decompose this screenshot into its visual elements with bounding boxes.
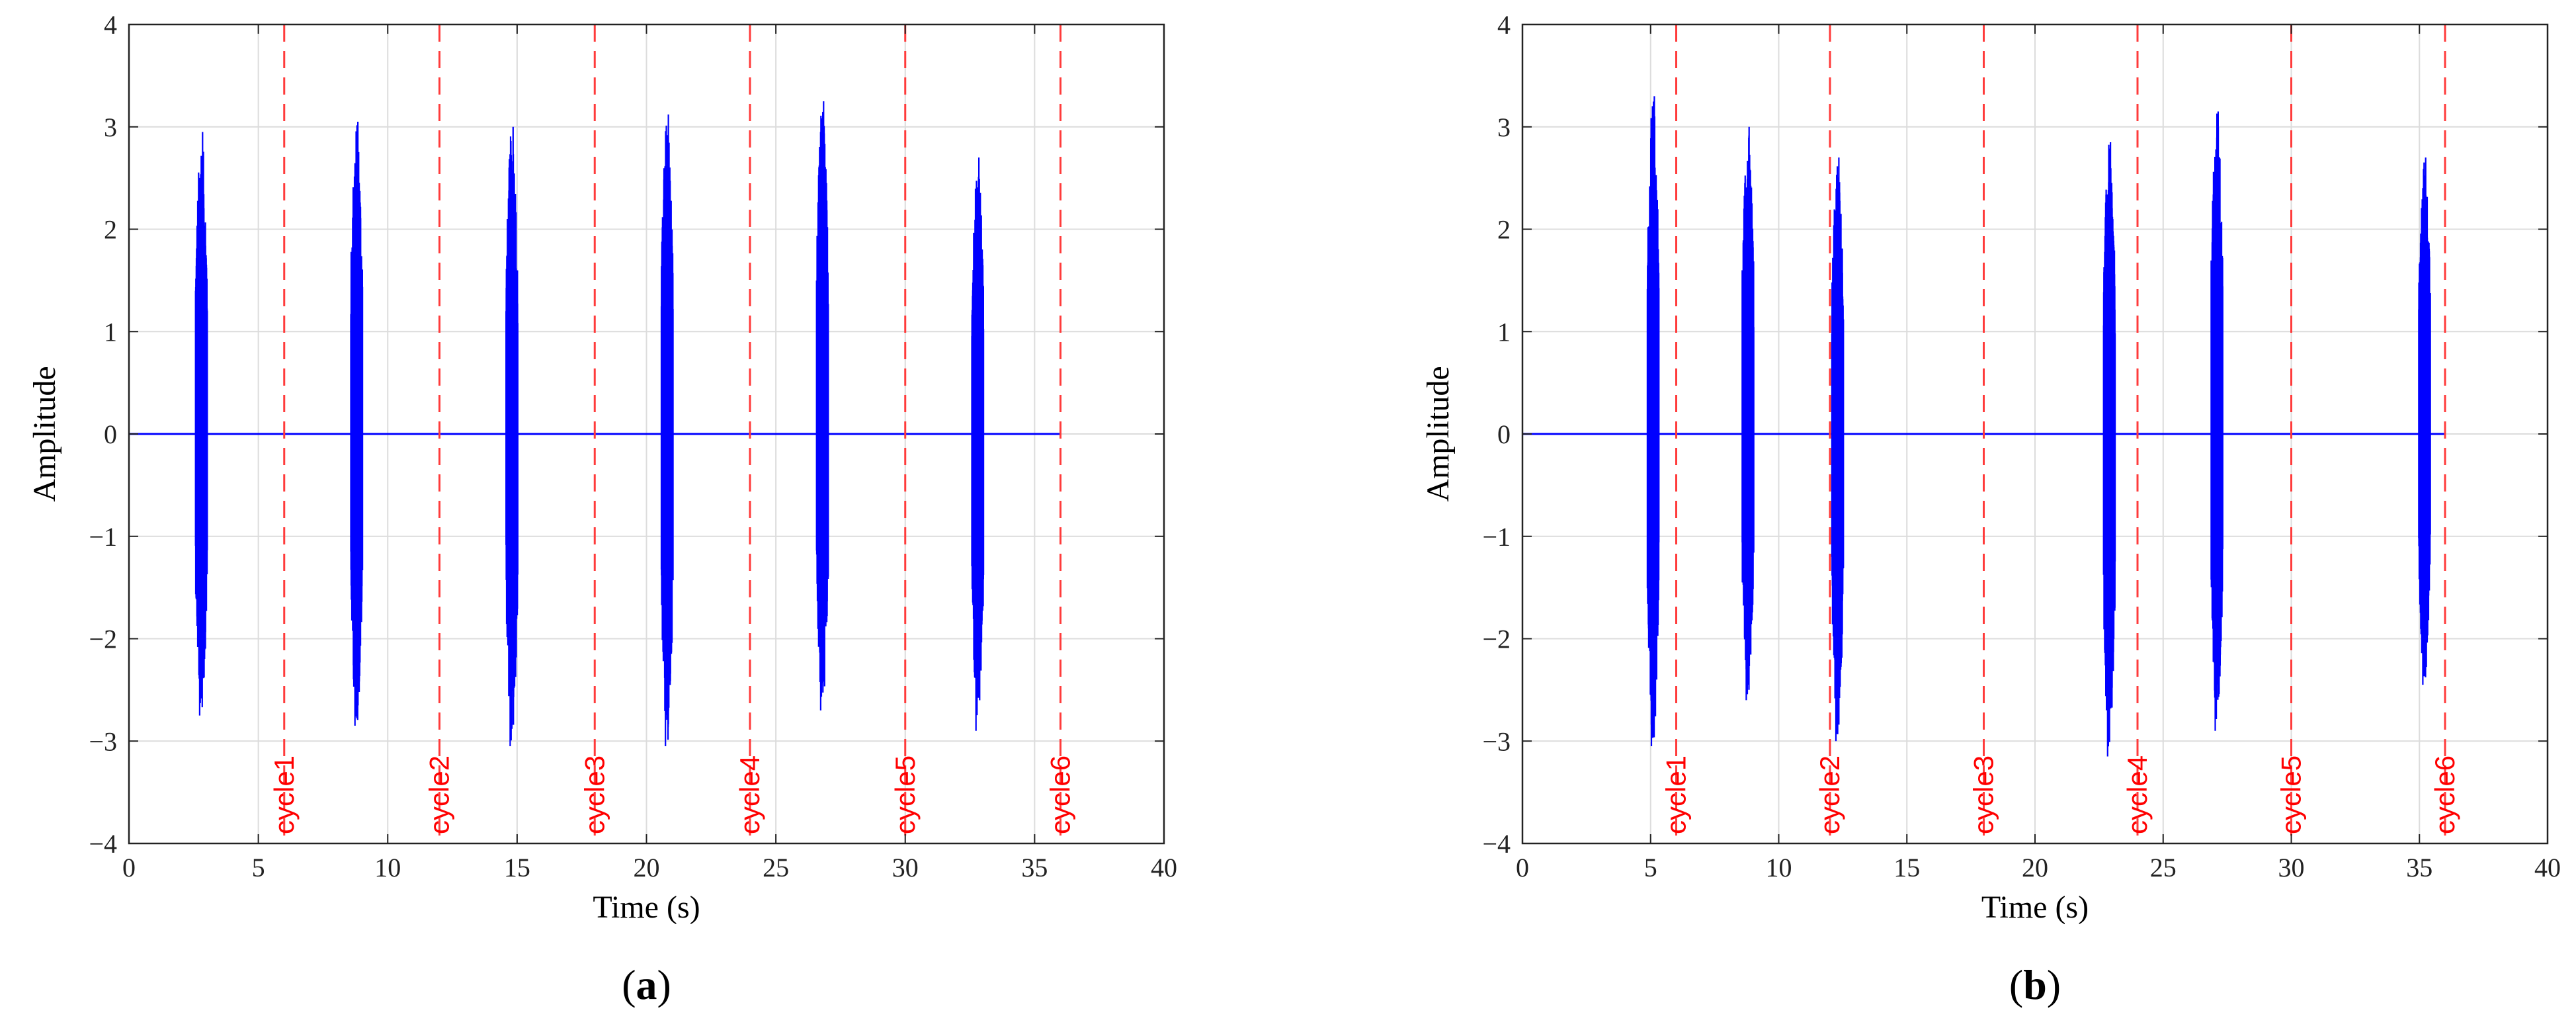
y-tick-label: −2 bbox=[1482, 624, 1511, 654]
cycle-label-2: cycle2 bbox=[424, 755, 455, 834]
signal-burst-5 bbox=[815, 101, 829, 710]
x-tick-label: 30 bbox=[2278, 853, 2305, 882]
panel-label-close: ) bbox=[2047, 961, 2061, 1008]
y-tick-label: 0 bbox=[104, 419, 117, 449]
y-tick-label: 2 bbox=[104, 215, 117, 245]
cycle-label-6: cycle6 bbox=[1045, 755, 1076, 834]
x-tick-label: 40 bbox=[1151, 853, 1177, 882]
x-tick-label: 35 bbox=[2406, 853, 2432, 882]
x-axis-label: Time (s) bbox=[593, 890, 700, 925]
y-tick-label: −1 bbox=[89, 522, 117, 552]
x-tick-label: 25 bbox=[2150, 853, 2177, 882]
signal-burst-2 bbox=[350, 122, 364, 726]
panel-label: (b) bbox=[2009, 961, 2061, 1008]
y-tick-label: 4 bbox=[104, 10, 117, 40]
cycle-label-1: cycle1 bbox=[1661, 755, 1692, 834]
panel-label-open: ( bbox=[622, 961, 636, 1008]
y-tick-label: 2 bbox=[1497, 215, 1511, 245]
x-tick-label: 0 bbox=[1516, 853, 1529, 882]
panel-label-letter: b bbox=[2023, 961, 2047, 1008]
x-tick-label: 15 bbox=[504, 853, 530, 882]
x-tick-label: 35 bbox=[1021, 853, 1048, 882]
signal-burst-1 bbox=[194, 132, 208, 716]
y-axis-label: Amplitude bbox=[27, 366, 62, 501]
cycle-label-2: cycle2 bbox=[1814, 755, 1845, 834]
signal-burst-3 bbox=[1831, 157, 1845, 742]
y-tick-label: −4 bbox=[1482, 829, 1511, 859]
y-tick-label: 3 bbox=[104, 112, 117, 142]
signal-burst-4 bbox=[2102, 142, 2116, 757]
y-tick-label: 3 bbox=[1497, 112, 1511, 142]
x-tick-label: 5 bbox=[252, 853, 265, 882]
x-tick-label: 10 bbox=[1766, 853, 1792, 882]
panel-label-open: ( bbox=[2009, 961, 2023, 1008]
y-axis-label: Amplitude bbox=[1421, 366, 1456, 501]
cycle-label-3: cycle3 bbox=[1968, 755, 1999, 834]
x-tick-label: 10 bbox=[374, 853, 401, 882]
y-tick-label: 1 bbox=[104, 317, 117, 347]
x-tick-label: 5 bbox=[1644, 853, 1657, 882]
cycle-label-4: cycle4 bbox=[2122, 755, 2153, 834]
x-tick-label: 15 bbox=[1893, 853, 1920, 882]
y-tick-label: 1 bbox=[1497, 317, 1511, 347]
y-tick-label: −1 bbox=[1482, 522, 1511, 552]
y-tick-label: −3 bbox=[1482, 726, 1511, 756]
signal-burst-1 bbox=[1646, 96, 1660, 746]
y-tick-label: 4 bbox=[1497, 10, 1511, 40]
y-tick-label: −4 bbox=[89, 829, 117, 859]
panel-label: (a) bbox=[622, 961, 671, 1008]
panel-label-letter: a bbox=[636, 961, 657, 1008]
signal-burst-2 bbox=[1741, 126, 1755, 701]
signal-burst-6 bbox=[2418, 157, 2431, 685]
cycle-label-3: cycle3 bbox=[579, 755, 610, 834]
x-axis-label: Time (s) bbox=[1981, 890, 2089, 925]
signal-burst-6 bbox=[971, 157, 985, 731]
x-tick-label: 20 bbox=[2022, 853, 2048, 882]
x-tick-label: 30 bbox=[892, 853, 919, 882]
x-tick-label: 20 bbox=[634, 853, 660, 882]
y-tick-label: 0 bbox=[1497, 419, 1511, 449]
signal-burst-5 bbox=[2210, 111, 2223, 731]
x-tick-label: 40 bbox=[2534, 853, 2561, 882]
panel-label-close: ) bbox=[657, 961, 671, 1008]
cycle-label-1: cycle1 bbox=[269, 755, 300, 834]
x-tick-label: 25 bbox=[763, 853, 789, 882]
cycle-label-5: cycle5 bbox=[2276, 755, 2307, 834]
signal-burst-4 bbox=[660, 114, 674, 746]
cycle-label-6: cycle6 bbox=[2429, 755, 2460, 834]
x-tick-label: 0 bbox=[122, 853, 136, 882]
cycle-label-4: cycle4 bbox=[734, 755, 765, 834]
y-tick-label: −3 bbox=[89, 726, 117, 756]
signal-burst-3 bbox=[505, 126, 519, 746]
cycle-label-5: cycle5 bbox=[890, 755, 921, 834]
y-tick-label: −2 bbox=[89, 624, 117, 654]
